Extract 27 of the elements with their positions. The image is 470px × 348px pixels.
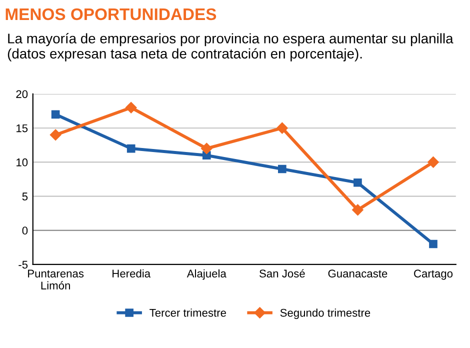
y-tick-label: 20 bbox=[16, 90, 28, 98]
point bbox=[51, 110, 60, 119]
chart-subtitle: La mayoría de empresarios por provincia no espera aumentar su planilla (datos expresan tasa neta de contratación en porcentaje). bbox=[8, 33, 454, 62]
chart-title: MENOS OPORTUNIDADES bbox=[6, 8, 216, 20]
y-tick-label: 5 bbox=[22, 192, 28, 200]
point bbox=[278, 164, 286, 174]
point bbox=[429, 240, 438, 248]
x-tick-label: Alajuela bbox=[186, 269, 226, 280]
x-tick-label: Cartago bbox=[414, 270, 453, 280]
y-tick-label: -5 bbox=[18, 260, 28, 269]
point bbox=[126, 144, 136, 153]
legend-label: Tercer trimestre bbox=[150, 308, 226, 317]
point bbox=[428, 156, 439, 168]
point bbox=[125, 102, 137, 114]
point bbox=[201, 142, 212, 154]
x-tick-label: Guanacaste bbox=[328, 270, 388, 278]
x-tick-label: Puntarenas Limón bbox=[28, 270, 84, 290]
x-tick-label: Heredia bbox=[112, 269, 151, 278]
x-tick-label: San José bbox=[260, 269, 305, 278]
point bbox=[50, 129, 62, 140]
point bbox=[354, 178, 362, 187]
y-tick-label: 15 bbox=[16, 124, 28, 132]
legend-label: Segundo trimestre bbox=[280, 308, 370, 319]
y-tick-label: 10 bbox=[16, 158, 28, 166]
point bbox=[352, 204, 364, 216]
point bbox=[276, 122, 288, 134]
y-tick-label: 0 bbox=[22, 226, 28, 235]
